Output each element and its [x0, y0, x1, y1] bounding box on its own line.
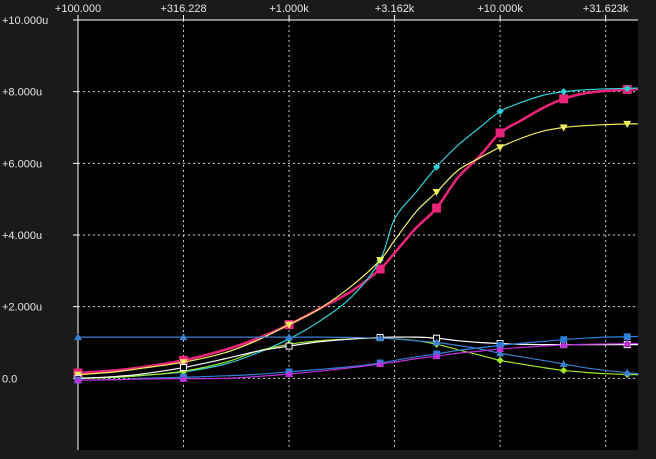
data-point: [496, 344, 505, 352]
data-point: [285, 370, 294, 378]
data-point: [74, 376, 82, 384]
y-tick-label: +6.000u: [2, 158, 42, 170]
series-2: [74, 120, 639, 379]
y-tick-label: +4.000u: [2, 230, 42, 242]
tick-label-layer: +100.000 +316.228 +1.000k +3.162k +10.000k +3…: [2, 3, 629, 385]
series-7: [74, 339, 639, 384]
data-point: [432, 338, 441, 346]
data-point: [496, 144, 505, 152]
data-point: [559, 124, 568, 132]
x-tick-label: +10.000k: [477, 3, 523, 15]
data-point: [285, 333, 294, 341]
data-point: [432, 203, 442, 213]
x-tick-label: +316.228: [160, 3, 206, 15]
data-point: [432, 163, 441, 171]
series-line: [77, 123, 639, 376]
data-point: [74, 333, 82, 341]
data-point: [495, 128, 505, 138]
series-line: [77, 336, 639, 375]
data-point: [560, 88, 568, 96]
y-tick-label: 0.0: [2, 373, 17, 385]
data-point: [179, 364, 187, 372]
series-line: [77, 87, 639, 379]
data-point: [623, 339, 632, 347]
y-tick-label: +8.000u: [2, 87, 42, 99]
series-line: [77, 342, 639, 381]
series-line: [77, 335, 639, 381]
data-point: [623, 84, 631, 93]
data-point: [560, 366, 568, 375]
series-layer: [73, 84, 639, 384]
x-tick-label: +1.000k: [269, 3, 309, 15]
y-tick-label: +10.000u: [2, 15, 48, 27]
data-point: [559, 341, 568, 349]
data-point: [623, 333, 631, 341]
data-point: [285, 342, 293, 350]
data-point: [496, 356, 504, 365]
series-5: [74, 333, 639, 376]
data-point: [376, 334, 385, 342]
data-point: [623, 368, 632, 376]
data-point: [376, 360, 385, 367]
data-point: [559, 94, 569, 104]
x-tick-label: +31.623k: [583, 3, 629, 15]
x-tick-label: +100.000: [55, 3, 101, 15]
data-point: [375, 264, 385, 274]
data-point: [432, 189, 441, 196]
y-tick-label: +2.000u: [2, 302, 42, 314]
data-point: [560, 336, 568, 344]
data-point: [496, 107, 504, 115]
data-point: [432, 352, 441, 360]
data-point: [179, 333, 188, 341]
data-point: [496, 349, 505, 357]
data-point: [623, 120, 632, 128]
data-point: [559, 360, 568, 367]
data-point: [179, 374, 188, 382]
data-point: [285, 321, 294, 329]
x-tick-label: +3.162k: [375, 3, 415, 15]
series-line: [77, 87, 639, 375]
data-point: [179, 359, 188, 367]
data-point: [376, 257, 385, 265]
